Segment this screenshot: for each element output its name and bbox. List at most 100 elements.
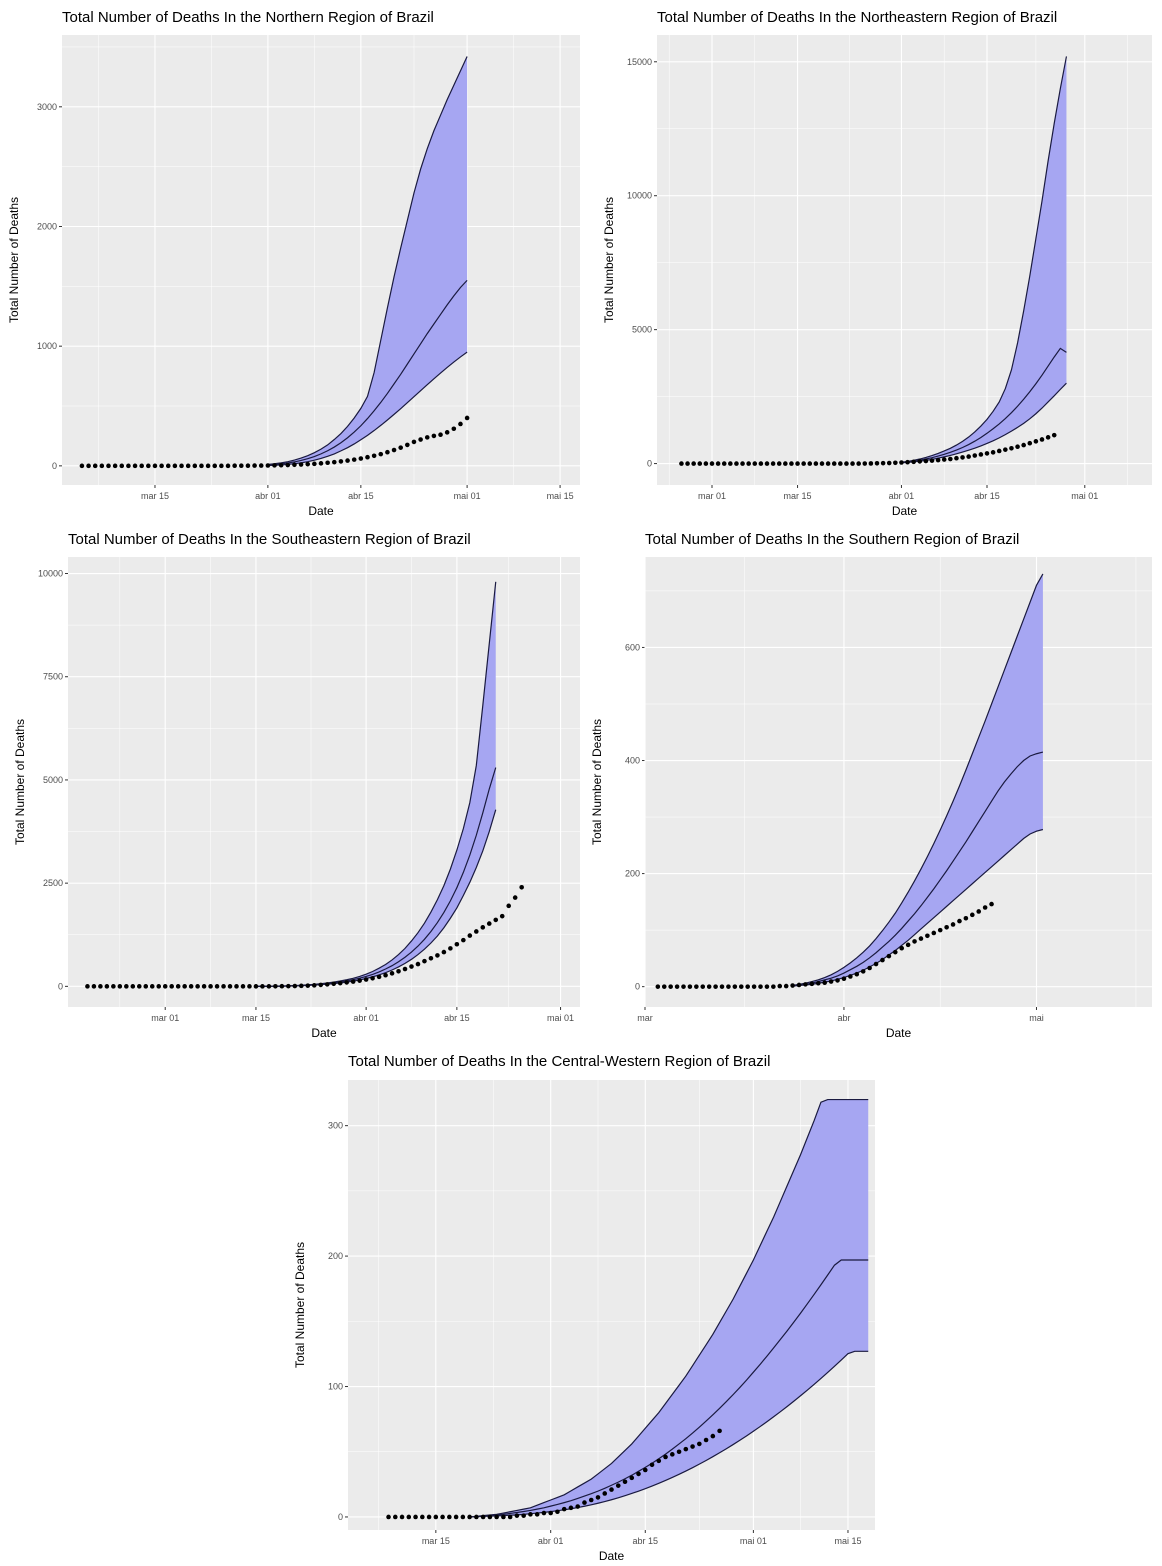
observed-point <box>892 949 898 955</box>
observed-point <box>337 980 343 986</box>
observed-point <box>1021 442 1026 448</box>
observed-point <box>694 984 699 989</box>
observed-point <box>139 463 144 469</box>
observed-point <box>917 459 923 464</box>
observed-point <box>911 459 916 465</box>
y-tick-label: 1000 <box>37 341 57 351</box>
observed-point <box>411 439 417 445</box>
observed-point <box>451 426 457 432</box>
observed-point <box>132 463 138 469</box>
observed-point <box>862 461 868 466</box>
observed-point <box>681 984 686 989</box>
observed-point <box>655 984 661 989</box>
observed-point <box>795 461 800 466</box>
observed-point <box>776 461 782 466</box>
observed-point <box>512 895 518 900</box>
observed-point <box>438 432 443 438</box>
observed-point <box>453 1514 459 1520</box>
x-tick-label: abr 01 <box>889 491 915 501</box>
observed-point <box>232 463 237 469</box>
observed-point <box>893 460 898 466</box>
observed-point <box>370 976 375 981</box>
lower-bound-line <box>792 828 1044 987</box>
observed-point <box>588 1497 594 1503</box>
observed-point <box>413 1514 418 1520</box>
observed-point <box>130 984 136 989</box>
observed-point <box>486 921 492 926</box>
observed-point <box>709 461 715 466</box>
chart-title: Total Number of Deaths In the Northeaste… <box>657 9 1057 26</box>
y-tick-label: 300 <box>328 1121 343 1131</box>
chart-southeastern-region: Total Number of Deaths In the Southeaste… <box>0 522 590 1044</box>
chart-northern-region: Total Number of Deaths In the Northern R… <box>0 0 590 522</box>
observed-point <box>905 459 910 465</box>
observed-point <box>324 982 330 987</box>
median-line <box>792 751 1044 987</box>
observed-point <box>389 971 395 976</box>
observed-point <box>835 978 840 983</box>
observed-point <box>464 415 470 421</box>
observed-point <box>831 461 837 466</box>
observed-point <box>732 984 738 989</box>
upper-bound-line <box>901 56 1068 463</box>
observed-point <box>444 430 450 435</box>
observed-point <box>710 1433 716 1439</box>
observed-point <box>112 463 118 469</box>
observed-point <box>899 460 904 465</box>
observed-point <box>713 984 718 989</box>
observed-point <box>978 452 984 457</box>
observed-point <box>440 1514 445 1520</box>
observed-point <box>548 1510 553 1516</box>
median-line <box>267 279 468 466</box>
observed-point <box>976 909 982 914</box>
observed-point <box>957 918 962 924</box>
x-tick-label: mar 15 <box>242 1013 270 1023</box>
observed-point <box>399 1514 405 1520</box>
observed-point <box>679 461 684 466</box>
x-tick-label: mai 15 <box>834 1536 861 1546</box>
observed-point <box>91 984 97 989</box>
observed-point <box>1027 440 1033 446</box>
observed-point <box>175 984 181 989</box>
observed-point <box>435 953 440 958</box>
observed-point <box>311 983 317 988</box>
observed-point <box>431 433 437 439</box>
observed-point <box>873 961 879 967</box>
x-tick-label: mar 01 <box>698 491 726 501</box>
observed-point <box>825 461 831 466</box>
y-axis-label: Total Number of Deaths <box>590 719 604 845</box>
y-tick-label: 200 <box>328 1251 343 1261</box>
observed-point <box>239 463 244 469</box>
observed-point <box>990 450 996 455</box>
observed-point <box>819 461 825 466</box>
observed-point <box>149 984 155 989</box>
observed-point <box>886 953 892 959</box>
observed-point <box>676 1449 682 1455</box>
observed-point <box>923 458 929 464</box>
y-tick-label: 15000 <box>627 57 652 67</box>
observed-point <box>668 984 673 989</box>
observed-point <box>609 1487 614 1492</box>
y-tick-label: 10000 <box>627 191 652 201</box>
observed-point <box>828 979 834 984</box>
y-tick-label: 7500 <box>43 672 63 682</box>
lower-bound-line <box>901 382 1067 464</box>
observed-point <box>331 459 337 465</box>
observed-point <box>292 983 298 989</box>
observed-point <box>854 971 860 977</box>
observed-point <box>331 981 337 987</box>
observed-point <box>499 913 505 919</box>
observed-point <box>856 461 861 466</box>
plot-panel <box>68 557 580 1007</box>
observed-point <box>1051 432 1057 438</box>
observed-point <box>989 901 994 907</box>
y-tick-label: 0 <box>58 981 63 991</box>
observed-point <box>880 957 885 963</box>
observed-point <box>685 461 690 466</box>
observed-point <box>104 984 110 989</box>
observed-point <box>963 915 969 921</box>
chart-svg: Total Number of Deaths In the Northeaste… <box>602 9 1152 518</box>
observed-point <box>325 460 330 466</box>
observed-point <box>447 1514 452 1520</box>
observed-point <box>383 972 388 978</box>
